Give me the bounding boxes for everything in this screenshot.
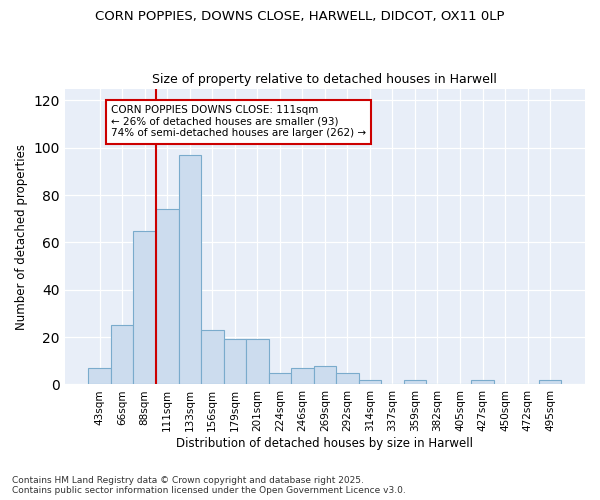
- Bar: [88, 368, 111, 384]
- Bar: [359, 380, 381, 384]
- Bar: [179, 155, 201, 384]
- Bar: [156, 210, 179, 384]
- Bar: [246, 340, 269, 384]
- Bar: [471, 380, 494, 384]
- Title: Size of property relative to detached houses in Harwell: Size of property relative to detached ho…: [152, 73, 497, 86]
- Bar: [111, 326, 133, 384]
- X-axis label: Distribution of detached houses by size in Harwell: Distribution of detached houses by size …: [176, 437, 473, 450]
- Bar: [224, 340, 246, 384]
- Bar: [539, 380, 562, 384]
- Bar: [291, 368, 314, 384]
- Bar: [404, 380, 426, 384]
- Bar: [336, 372, 359, 384]
- Text: CORN POPPIES DOWNS CLOSE: 111sqm
← 26% of detached houses are smaller (93)
74% o: CORN POPPIES DOWNS CLOSE: 111sqm ← 26% o…: [111, 105, 366, 138]
- Text: CORN POPPIES, DOWNS CLOSE, HARWELL, DIDCOT, OX11 0LP: CORN POPPIES, DOWNS CLOSE, HARWELL, DIDC…: [95, 10, 505, 23]
- Text: Contains HM Land Registry data © Crown copyright and database right 2025.
Contai: Contains HM Land Registry data © Crown c…: [12, 476, 406, 495]
- Bar: [133, 230, 156, 384]
- Bar: [314, 366, 336, 384]
- Bar: [201, 330, 224, 384]
- Bar: [269, 372, 291, 384]
- Y-axis label: Number of detached properties: Number of detached properties: [15, 144, 28, 330]
